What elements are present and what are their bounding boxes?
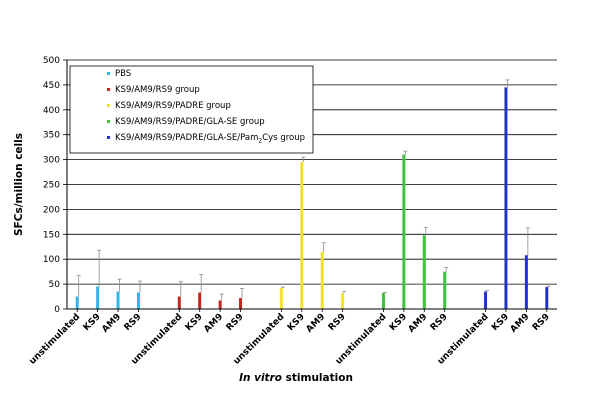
bar-AM9: [218, 300, 222, 309]
bar-RS9: [443, 271, 447, 309]
legend-label-main: KS9/AM9/RS9/PADRE/GLA-SE/Pam: [115, 133, 258, 143]
legend-swatch: [107, 136, 110, 139]
x-tick-label: KS9: [286, 312, 307, 333]
y-tick-label: 100: [43, 255, 60, 265]
x-tick-label: AM9: [305, 312, 328, 335]
bar-AM9: [116, 291, 120, 309]
y-tick-label: 300: [43, 156, 60, 166]
x-axis-title-italic: In vitro: [239, 372, 282, 384]
bar-AM9: [422, 235, 426, 309]
legend-label: KS9/AM9/RS9/PADRE/GLA-SE group: [115, 117, 265, 127]
y-tick-label: 350: [43, 131, 60, 141]
legend-label-main: KS9/AM9/RS9 group: [115, 85, 200, 95]
bar-RS9: [341, 293, 345, 309]
y-tick-label: 0: [54, 305, 60, 315]
legend-swatch: [107, 120, 110, 123]
x-tick-label: AM9: [509, 312, 532, 335]
bar-AM9: [524, 255, 528, 309]
x-tick-label: KS9: [184, 312, 205, 333]
legend-swatch: [107, 104, 110, 107]
y-tick-label: 500: [43, 56, 60, 66]
legend-box: [69, 65, 314, 154]
x-tick-label: KS9: [388, 312, 409, 333]
x-tick-label: RS9: [429, 312, 450, 333]
legend-swatch: [107, 72, 110, 75]
legend-label: KS9/AM9/RS9/PADRE/GLA-SE/Pam2Cys group: [115, 133, 305, 145]
bar-KS9: [300, 162, 304, 309]
y-tick-label: 450: [43, 81, 60, 91]
x-tick-label: RS9: [531, 312, 552, 333]
bar-unstimulated: [484, 291, 488, 309]
bar-KS9: [198, 292, 202, 309]
x-tick-label: AM9: [202, 312, 225, 335]
x-tick-label: unstimulated: [28, 312, 83, 367]
bar-AM9: [320, 251, 324, 309]
y-tick-label: 400: [43, 106, 60, 116]
legend-label-subscript: 2: [258, 138, 262, 145]
x-tick-label: AM9: [407, 312, 430, 335]
x-tick-label: KS9: [82, 312, 103, 333]
bar-unstimulated: [381, 293, 385, 309]
y-tick-label: 200: [43, 205, 60, 215]
bar-unstimulated: [177, 296, 181, 309]
x-axis-title-rest: stimulation: [282, 372, 353, 384]
y-axis-title: SFCs/million cells: [13, 133, 25, 236]
legend-label: PBS: [115, 69, 131, 79]
legend: PBS KS9/AM9/RS9 group KS9/AM9/RS9/PADRE gr…: [69, 65, 314, 154]
legend-label: KS9/AM9/RS9/PADRE group: [115, 101, 231, 111]
x-tick-label: RS9: [327, 312, 348, 333]
y-tick-label: 250: [43, 181, 60, 191]
bar-RS9: [239, 298, 243, 309]
axes: [63, 59, 557, 312]
bar-unstimulated: [279, 288, 283, 309]
bar-KS9: [96, 286, 100, 309]
y-tick-label: 150: [43, 230, 60, 240]
y-tick-label: 50: [49, 280, 61, 290]
x-tick-label: AM9: [100, 312, 123, 335]
bar-unstimulated: [75, 296, 79, 309]
legend-label: KS9/AM9/RS9 group: [115, 85, 200, 95]
legend-swatch: [107, 88, 110, 91]
bar-RS9: [136, 292, 140, 309]
bar-series: [75, 79, 551, 309]
y-tick-labels: 0 50 100 150 200 250 300 350 400 450 500: [43, 56, 60, 315]
bar-KS9: [402, 154, 406, 309]
x-axis-title: In vitro stimulation: [239, 372, 353, 384]
x-tick-label: KS9: [490, 312, 511, 333]
legend-label-main: KS9/AM9/RS9/PADRE/GLA-SE group: [115, 117, 265, 127]
bar-RS9: [545, 287, 549, 309]
x-tick-label: RS9: [225, 312, 246, 333]
legend-label-main: KS9/AM9/RS9/PADRE group: [115, 101, 231, 111]
legend-label-suffix: Cys group: [262, 133, 305, 143]
bar-KS9: [504, 87, 508, 309]
legend-label-main: PBS: [115, 69, 131, 79]
x-tick-label: RS9: [123, 312, 144, 333]
